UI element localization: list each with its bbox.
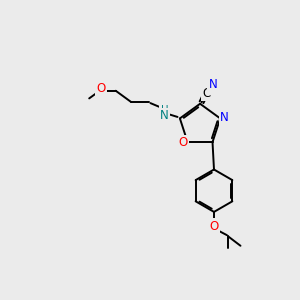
Text: N: N (209, 78, 218, 91)
Text: N: N (220, 111, 229, 124)
Text: C: C (202, 87, 211, 100)
Text: N: N (160, 109, 169, 122)
Text: O: O (209, 220, 219, 233)
Text: O: O (96, 82, 106, 95)
Text: O: O (178, 136, 188, 149)
Text: H: H (161, 105, 168, 115)
